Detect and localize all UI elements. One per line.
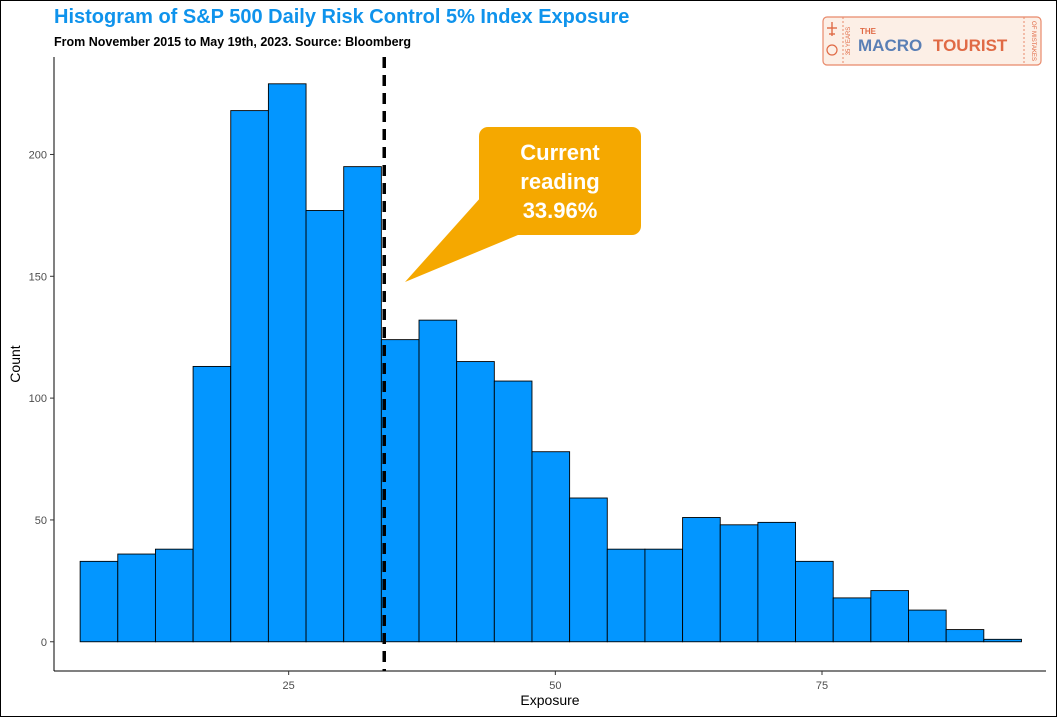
- histogram-bar: [644, 548, 684, 643]
- callout-box: [479, 127, 641, 235]
- histogram-bar: [569, 497, 608, 643]
- histogram-bar: [832, 597, 872, 643]
- histogram-bar: [757, 521, 796, 643]
- x-tick-label: 75: [816, 680, 828, 692]
- y-tick-label: 0: [41, 637, 47, 649]
- callout-line: reading: [520, 169, 599, 194]
- histogram-bar: [192, 365, 232, 643]
- y-tick-label: 50: [35, 515, 47, 527]
- logo-left-text: 35 YEARS: [846, 27, 852, 56]
- histogram-bar: [870, 590, 909, 643]
- histogram-bar: [230, 110, 269, 643]
- plane-icon: [827, 22, 837, 36]
- y-tick-label: 150: [29, 271, 47, 283]
- logo-right-text: OF MISTAKES: [1030, 21, 1036, 61]
- histogram-bar: [682, 517, 721, 643]
- histogram-bar: [380, 339, 420, 643]
- y-ticks-group: 0 50 100 150 200: [29, 149, 54, 649]
- x-ticks-group: 25 50 75: [283, 671, 828, 692]
- histogram-bar: [795, 560, 834, 643]
- macro-tourist-logo: 35 YEARS OF MISTAKES THE MACRO TOURIST: [822, 16, 1042, 66]
- histogram-bar: [305, 210, 345, 643]
- x-axis-label: Exposure: [520, 692, 579, 708]
- histogram-bar: [267, 83, 307, 643]
- logo-macro: MACRO: [858, 36, 922, 55]
- histogram-bar: [117, 553, 156, 643]
- histogram-bar: [531, 451, 571, 643]
- logo-tourist: TOURIST: [933, 36, 1008, 55]
- histogram-bar: [945, 629, 985, 643]
- histogram-bar: [343, 166, 382, 643]
- callout-line: 33.96%: [523, 198, 598, 223]
- histogram-bar: [154, 548, 194, 643]
- logo-the: THE: [860, 27, 877, 36]
- current-reading-callout: Current reading 33.96%: [405, 127, 641, 282]
- y-tick-label: 200: [29, 149, 47, 161]
- callout-line: Current: [520, 140, 600, 165]
- histogram-bar: [983, 638, 1022, 643]
- y-tick-label: 100: [29, 393, 47, 405]
- histogram-bar: [719, 524, 759, 643]
- chart-subtitle: From November 2015 to May 19th, 2023. So…: [54, 35, 412, 49]
- histogram-bar: [606, 548, 646, 643]
- stamp-icon: [826, 44, 838, 56]
- y-axis-label: Count: [7, 345, 23, 382]
- x-tick-label: 50: [549, 680, 561, 692]
- bars-group: [79, 83, 1022, 643]
- histogram-bar: [908, 609, 947, 643]
- chart-title: Histogram of S&P 500 Daily Risk Control …: [54, 6, 630, 28]
- x-tick-label: 25: [283, 680, 295, 692]
- histogram-bar: [418, 319, 458, 643]
- histogram-bar: [79, 560, 119, 643]
- histogram-bar: [456, 361, 495, 643]
- histogram-bar: [493, 380, 533, 643]
